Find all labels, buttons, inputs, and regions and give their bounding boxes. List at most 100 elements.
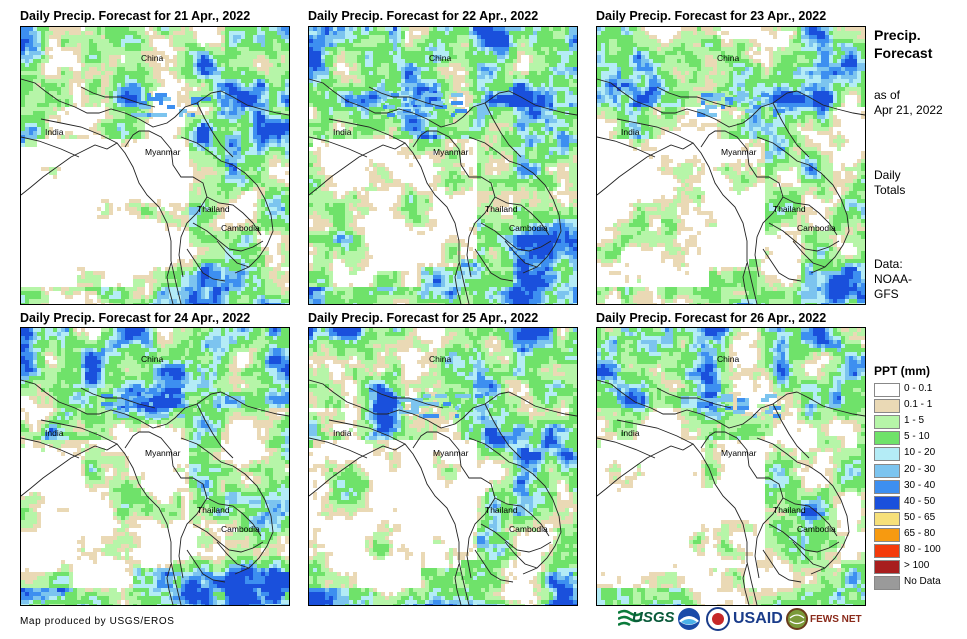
label-china: China xyxy=(429,354,452,364)
usaid-logo: USAID xyxy=(706,606,783,632)
forecast-map-5: China India Myanmar Thailand Cambodia xyxy=(308,327,578,606)
label-thailand: Thailand xyxy=(485,204,518,214)
precip-field xyxy=(21,328,289,605)
label-thailand: Thailand xyxy=(485,505,518,515)
legend-label: 65 - 80 xyxy=(904,527,936,539)
legend-swatch xyxy=(874,560,900,575)
fewsnet-logo: FEWS NET xyxy=(786,606,862,632)
label-myanmar: Myanmar xyxy=(433,448,469,458)
legend-swatch xyxy=(874,415,900,430)
forecast-map-2: China India Myanmar Thailand Cambodia xyxy=(308,26,578,305)
label-cambodia: Cambodia xyxy=(221,524,260,534)
label-india: India xyxy=(333,428,352,438)
legend-label: 80 - 100 xyxy=(904,544,941,555)
heavy-precip-band xyxy=(399,394,487,418)
label-china: China xyxy=(141,354,164,364)
as-of-label: as of Apr 21, 2022 xyxy=(874,88,943,118)
label-cambodia: Cambodia xyxy=(797,223,836,233)
data-line1: Data: xyxy=(874,257,903,271)
legend-label: No Data xyxy=(904,576,941,588)
label-cambodia: Cambodia xyxy=(509,524,548,534)
legend-label: 1 - 5 xyxy=(904,415,925,427)
precip-field xyxy=(309,328,577,605)
daily-totals-label: Daily Totals xyxy=(874,168,905,198)
legend-swatch xyxy=(874,479,900,494)
legend-swatch xyxy=(874,399,900,414)
side-title-line2: Forecast xyxy=(874,45,933,61)
label-china: China xyxy=(717,354,740,364)
heavy-precip-band xyxy=(101,394,185,418)
label-thailand: Thailand xyxy=(197,505,230,515)
label-myanmar: Myanmar xyxy=(721,448,757,458)
legend-label: > 100 xyxy=(904,560,930,572)
data-source-label: Data: NOAA- GFS xyxy=(874,257,912,302)
legend-swatch xyxy=(874,511,900,526)
precip-field xyxy=(597,328,865,605)
precip-field xyxy=(309,27,577,304)
label-china: China xyxy=(429,53,452,63)
forecast-map-3: China India Myanmar Thailand Cambodia xyxy=(596,26,866,305)
label-india: India xyxy=(621,428,640,438)
legend-swatch xyxy=(874,383,900,397)
map-canvas xyxy=(309,27,577,304)
forecast-map-1: China India Myanmar Thailand Cambodia xyxy=(20,26,290,305)
label-cambodia: Cambodia xyxy=(509,223,548,233)
precip-field xyxy=(21,27,289,304)
panel-title-5: Daily Precip. Forecast for 25 Apr., 2022 xyxy=(308,311,539,325)
country-borders xyxy=(21,379,289,605)
data-line3: GFS xyxy=(874,287,899,301)
label-india: India xyxy=(45,428,64,438)
legend-title: PPT (mm) xyxy=(874,364,931,378)
noaa-logo xyxy=(677,606,701,632)
panel-title-1: Daily Precip. Forecast for 21 Apr., 2022 xyxy=(20,9,251,23)
heavy-precip-band xyxy=(379,93,467,117)
usgs-logo: USGS xyxy=(618,606,676,632)
legend-label: 5 - 10 xyxy=(904,431,930,443)
legend-swatch xyxy=(874,463,900,478)
label-thailand: Thailand xyxy=(773,204,806,214)
panel-title-3: Daily Precip. Forecast for 23 Apr., 2022 xyxy=(596,9,827,23)
label-myanmar: Myanmar xyxy=(433,147,469,157)
usaid-logo-text: USAID xyxy=(733,610,783,627)
data-line2: NOAA- xyxy=(874,272,913,286)
legend-label: 50 - 65 xyxy=(904,511,936,523)
label-india: India xyxy=(621,127,640,137)
heavy-precip-band xyxy=(697,93,785,117)
as-of-line2: Apr 21, 2022 xyxy=(874,103,943,117)
precip-field xyxy=(597,27,865,304)
legend-swatch xyxy=(874,447,900,462)
label-thailand: Thailand xyxy=(773,505,806,515)
daily-line2: Totals xyxy=(874,183,906,197)
country-borders xyxy=(597,78,865,304)
country-borders xyxy=(309,379,577,605)
legend-label: 40 - 50 xyxy=(904,495,936,507)
usgs-logo-mark xyxy=(618,609,643,627)
label-india: India xyxy=(333,127,352,137)
label-myanmar: Myanmar xyxy=(721,147,757,157)
map-credit: Map produced by USGS/EROS xyxy=(20,616,175,627)
label-cambodia: Cambodia xyxy=(221,223,260,233)
legend-label: 10 - 20 xyxy=(904,447,936,459)
panel-title-4: Daily Precip. Forecast for 24 Apr., 2022 xyxy=(20,311,251,325)
label-myanmar: Myanmar xyxy=(145,448,181,458)
legend-swatch xyxy=(874,431,900,446)
map-canvas xyxy=(597,328,865,605)
forecast-map-6: China India Myanmar Thailand Cambodia xyxy=(596,327,866,606)
country-borders xyxy=(597,379,865,605)
label-thailand: Thailand xyxy=(197,204,230,214)
legend-swatch xyxy=(874,527,900,542)
legend-label: 20 - 30 xyxy=(904,463,936,475)
map-canvas xyxy=(21,27,289,304)
map-canvas xyxy=(21,328,289,605)
forecast-map-4: China India Myanmar Thailand Cambodia xyxy=(20,327,290,606)
label-cambodia: Cambodia xyxy=(797,524,836,534)
side-title-line1: Precip. xyxy=(874,27,921,43)
panel-title-2: Daily Precip. Forecast for 22 Apr., 2022 xyxy=(308,9,539,23)
legend-label: 0 - 0.1 xyxy=(904,383,933,394)
label-china: China xyxy=(717,53,740,63)
legend-swatch xyxy=(874,544,900,558)
map-canvas xyxy=(309,328,577,605)
country-borders xyxy=(309,78,577,304)
as-of-line1: as of xyxy=(874,88,901,102)
legend-swatch xyxy=(874,495,900,510)
